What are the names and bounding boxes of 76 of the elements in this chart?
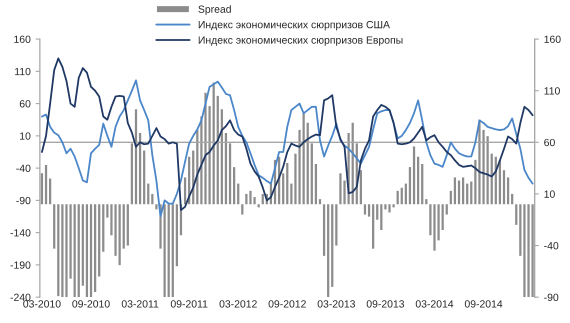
bar: [118, 204, 121, 266]
bar: [458, 180, 460, 204]
bar: [294, 154, 297, 204]
bar: [302, 112, 305, 204]
y-tick-label: 110: [15, 68, 30, 76]
bar: [474, 160, 476, 204]
y2-tick-label: 110: [544, 87, 560, 95]
bar: [511, 194, 514, 204]
y-tick-label: -190: [10, 261, 30, 269]
y2-tick-label: 60: [544, 138, 555, 146]
bar: [343, 180, 346, 204]
x-tick-label: 03-2012: [220, 300, 257, 308]
bar: [327, 204, 330, 298]
y-tick-label: -90: [16, 196, 30, 204]
bar: [98, 204, 100, 277]
bar: [241, 204, 244, 215]
legend-label: Индекс экономических сюрпризов Европы: [198, 36, 402, 46]
bar: [126, 204, 129, 246]
x-tick-label: 09-2014: [464, 300, 502, 308]
bar: [262, 194, 264, 204]
bar: [506, 177, 510, 204]
bar: [78, 204, 80, 298]
bar: [372, 204, 374, 249]
y-tick-label: -240: [10, 294, 30, 302]
bar: [519, 204, 522, 256]
bar: [253, 197, 256, 204]
bar: [233, 167, 236, 204]
y2-tick-label: -90: [544, 294, 558, 302]
bar: [454, 177, 456, 204]
y-tick-label: -140: [10, 229, 30, 237]
bar: [408, 167, 412, 204]
y-tick-label: 10: [20, 132, 30, 140]
bar: [494, 156, 497, 204]
bar: [44, 165, 48, 204]
bar: [502, 170, 506, 204]
x-tick-label: 09-2012: [268, 300, 306, 308]
bar: [396, 190, 399, 204]
bar: [172, 204, 174, 298]
legend-label: Spread: [198, 5, 231, 15]
bar: [237, 184, 240, 204]
x-tick-label: 09-2013: [366, 300, 404, 308]
x-tick-label: 09-2010: [72, 300, 110, 308]
bar: [442, 204, 444, 230]
y2-tick-label: 10: [544, 190, 555, 198]
bar: [57, 204, 60, 296]
bar: [212, 82, 215, 204]
y-tick-label: -40: [16, 164, 30, 172]
bar: [400, 188, 403, 204]
bar: [49, 178, 52, 204]
x-tick-label: 03-2013: [318, 300, 356, 308]
bar: [360, 170, 362, 204]
y-tick-label: 60: [20, 100, 30, 108]
bar: [466, 184, 468, 204]
x-tick-label: 03-2010: [23, 300, 61, 308]
bar: [486, 136, 489, 204]
bar: [318, 199, 322, 204]
legend-label: Индекс экономических сюрпризов США: [198, 20, 390, 30]
bar: [74, 204, 76, 298]
bar: [352, 122, 354, 204]
x-tick-label: 03-2014: [416, 300, 454, 308]
bar: [314, 164, 318, 204]
bar: [462, 177, 464, 204]
y2-tick-label: -40: [544, 242, 558, 250]
bar: [245, 194, 248, 204]
bar: [417, 156, 420, 204]
y-tick-label: 160: [14, 36, 30, 43]
bar: [286, 162, 288, 204]
x-tick-label: 03-2011: [122, 300, 158, 308]
x-tick-label: 09-2011: [170, 300, 208, 308]
bar: [450, 190, 452, 204]
bar: [143, 150, 146, 204]
y2-tick-label: 160: [544, 36, 561, 43]
bar: [380, 204, 382, 230]
bar: [404, 184, 407, 204]
bar: [168, 204, 170, 298]
bar: [258, 204, 260, 208]
